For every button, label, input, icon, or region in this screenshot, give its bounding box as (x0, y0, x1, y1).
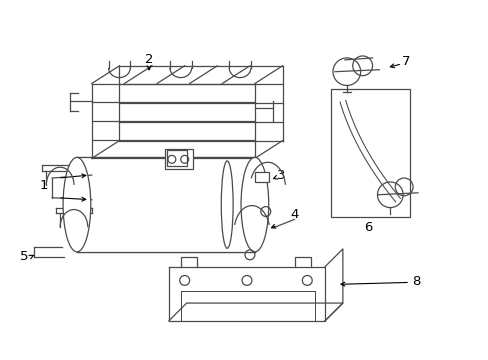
Ellipse shape (241, 157, 268, 252)
Text: 4: 4 (290, 208, 298, 221)
Text: 5: 5 (20, 250, 29, 263)
Bar (166, 150, 186, 166)
Text: 1: 1 (40, 179, 48, 192)
Bar (330, 89, 409, 217)
Text: 2: 2 (144, 53, 153, 66)
Polygon shape (77, 157, 254, 252)
Ellipse shape (63, 157, 91, 252)
Text: 8: 8 (411, 275, 419, 288)
Bar (164, 149, 192, 169)
Polygon shape (168, 267, 325, 321)
Bar (254, 172, 268, 182)
Text: 6: 6 (364, 221, 372, 234)
Text: 7: 7 (401, 55, 409, 68)
Text: 3: 3 (277, 168, 285, 181)
